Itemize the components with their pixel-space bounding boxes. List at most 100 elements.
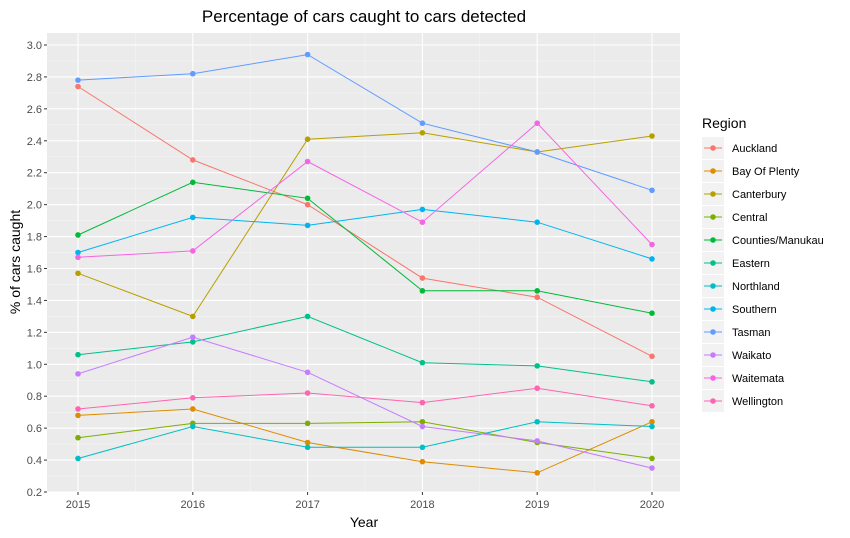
legend-label: Wellington [732, 396, 783, 408]
legend-key-point [710, 191, 716, 197]
legend-item-bay-of-plenty: Bay Of Plenty [702, 160, 800, 182]
data-point-auckland [304, 201, 311, 208]
x-tick-label: 2020 [640, 499, 664, 511]
data-point-counties-manukau [534, 288, 540, 294]
data-point-tasman [649, 187, 655, 194]
data-point-canterbury [75, 270, 81, 277]
series-line-waitemata [77, 122, 653, 258]
data-point-waikato [419, 423, 426, 430]
data-point-waikato [75, 371, 81, 377]
series-line-canterbury [77, 132, 653, 318]
data-point-central [304, 420, 311, 427]
series-line-auckland [77, 86, 653, 357]
data-point-central [419, 418, 426, 425]
data-point-waitemata [190, 248, 196, 254]
y-tick-label: 2.2 [27, 168, 42, 180]
legend-item-canterbury: Canterbury [702, 183, 787, 205]
legend-key-point [710, 168, 716, 174]
data-point-counties-manukau [649, 310, 655, 317]
x-tick-label: 2015 [66, 499, 90, 511]
legend-label: Central [732, 212, 767, 224]
data-point-wellington [534, 385, 540, 392]
legend-label: Waitemata [732, 373, 785, 385]
data-point-auckland [75, 83, 81, 90]
y-tick-label: 2.8 [27, 72, 42, 84]
data-point-southern [649, 256, 655, 262]
data-point-canterbury [649, 133, 655, 139]
data-point-counties-manukau [190, 179, 196, 186]
x-tick-label: 2019 [525, 499, 549, 511]
data-point-waikato [534, 438, 540, 444]
data-point-southern [304, 222, 311, 229]
data-point-eastern [419, 359, 426, 366]
legend-label: Waikato [732, 350, 771, 362]
legend-item-northland: Northland [702, 275, 780, 297]
y-tick-label: 2.6 [27, 104, 42, 116]
legend-label: Canterbury [732, 189, 787, 201]
y-tick-label: 0.6 [27, 423, 42, 435]
data-point-counties-manukau [419, 288, 426, 294]
data-point-counties-manukau [75, 232, 81, 238]
legend-key-point [710, 306, 716, 312]
legend-item-auckland: Auckland [702, 137, 777, 159]
data-point-auckland [419, 275, 426, 281]
y-tick-label: 1.0 [27, 359, 42, 371]
data-point-waikato [304, 369, 311, 376]
legend-key-point [710, 329, 716, 335]
data-point-waitemata [534, 120, 540, 127]
data-point-central [75, 434, 81, 441]
legend-item-eastern: Eastern [702, 252, 770, 274]
grid-major [47, 33, 680, 493]
legend-label: Southern [732, 304, 777, 316]
data-point-auckland [534, 294, 540, 301]
data-point-waitemata [649, 241, 655, 248]
legend: Region Auckland Bay Of Plenty Canterbury Ce… [702, 115, 824, 412]
series-points [75, 51, 655, 476]
y-tick-label: 0.8 [27, 391, 42, 403]
data-point-tasman [419, 120, 426, 127]
legend-label: Eastern [732, 258, 770, 270]
data-point-eastern [649, 379, 655, 385]
data-point-northland [419, 444, 426, 451]
data-point-tasman [534, 149, 540, 155]
data-point-southern [75, 249, 81, 256]
data-point-bay-of-plenty [190, 406, 196, 412]
data-point-wellington [190, 395, 196, 401]
data-point-wellington [419, 399, 426, 406]
data-point-northland [649, 423, 655, 430]
data-point-southern [534, 219, 540, 226]
data-point-northland [75, 455, 81, 462]
data-point-eastern [190, 339, 196, 345]
x-tick-label: 2016 [181, 499, 205, 511]
y-tick-label: 2.0 [27, 200, 42, 212]
series-line-tasman [77, 54, 653, 191]
plot-panel [47, 33, 680, 492]
data-point-waitemata [304, 158, 311, 165]
data-point-tasman [190, 70, 196, 77]
data-point-northland [190, 423, 196, 430]
data-point-eastern [304, 313, 311, 320]
data-point-wellington [304, 390, 311, 396]
series-lines [77, 54, 653, 474]
legend-item-counties-manukau: Counties/Manukau [702, 229, 824, 251]
grid-minor [47, 33, 680, 492]
y-axis-title: % of cars caught [7, 210, 23, 314]
data-point-canterbury [190, 313, 196, 320]
x-tick-label: 2018 [410, 499, 434, 511]
y-tick-label: 0.4 [27, 455, 42, 467]
legend-label: Tasman [732, 327, 771, 339]
data-point-bay-of-plenty [75, 412, 81, 419]
series-line-eastern [77, 315, 653, 383]
series-line-counties-manukau [77, 181, 653, 314]
series-line-southern [77, 208, 653, 260]
legend-label: Bay Of Plenty [732, 166, 800, 178]
series-line-bay-of-plenty [77, 408, 653, 474]
series-line-waikato [77, 336, 653, 469]
legend-key-point [710, 375, 716, 381]
legend-title: Region [702, 115, 746, 131]
data-point-waikato [649, 465, 655, 471]
data-point-canterbury [304, 136, 311, 142]
data-point-counties-manukau [304, 195, 311, 202]
legend-key-point [710, 214, 716, 220]
